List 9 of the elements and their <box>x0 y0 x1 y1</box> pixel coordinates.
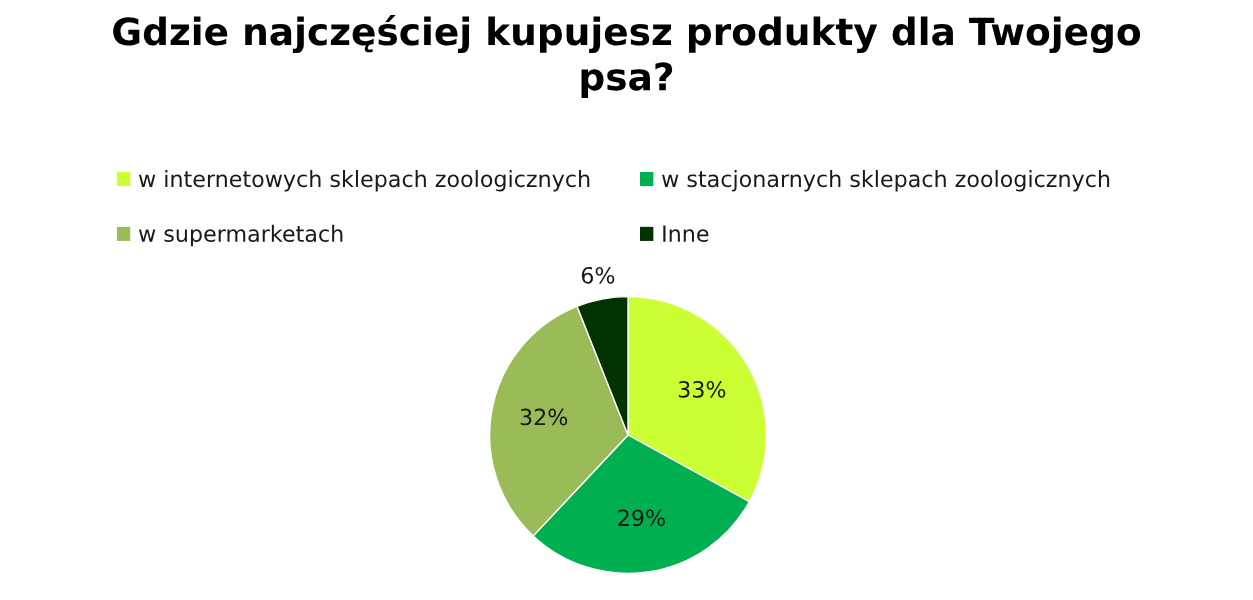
data-label: 29% <box>618 509 665 527</box>
legend-label: w internetowych sklepach zoologicznych <box>138 170 590 192</box>
data-label: 32% <box>520 408 568 426</box>
legend-label: w stacjonarnych sklepach zoologicznych <box>662 170 1110 192</box>
data-label: 33% <box>678 380 726 398</box>
data-label: 6% <box>581 266 615 284</box>
legend-label: w supermarketach <box>138 224 343 247</box>
legend-label: Inne <box>663 225 709 243</box>
chart-title: Gdzie najczęściej kupujesz produkty dla Twojego psa? <box>113 15 1141 98</box>
